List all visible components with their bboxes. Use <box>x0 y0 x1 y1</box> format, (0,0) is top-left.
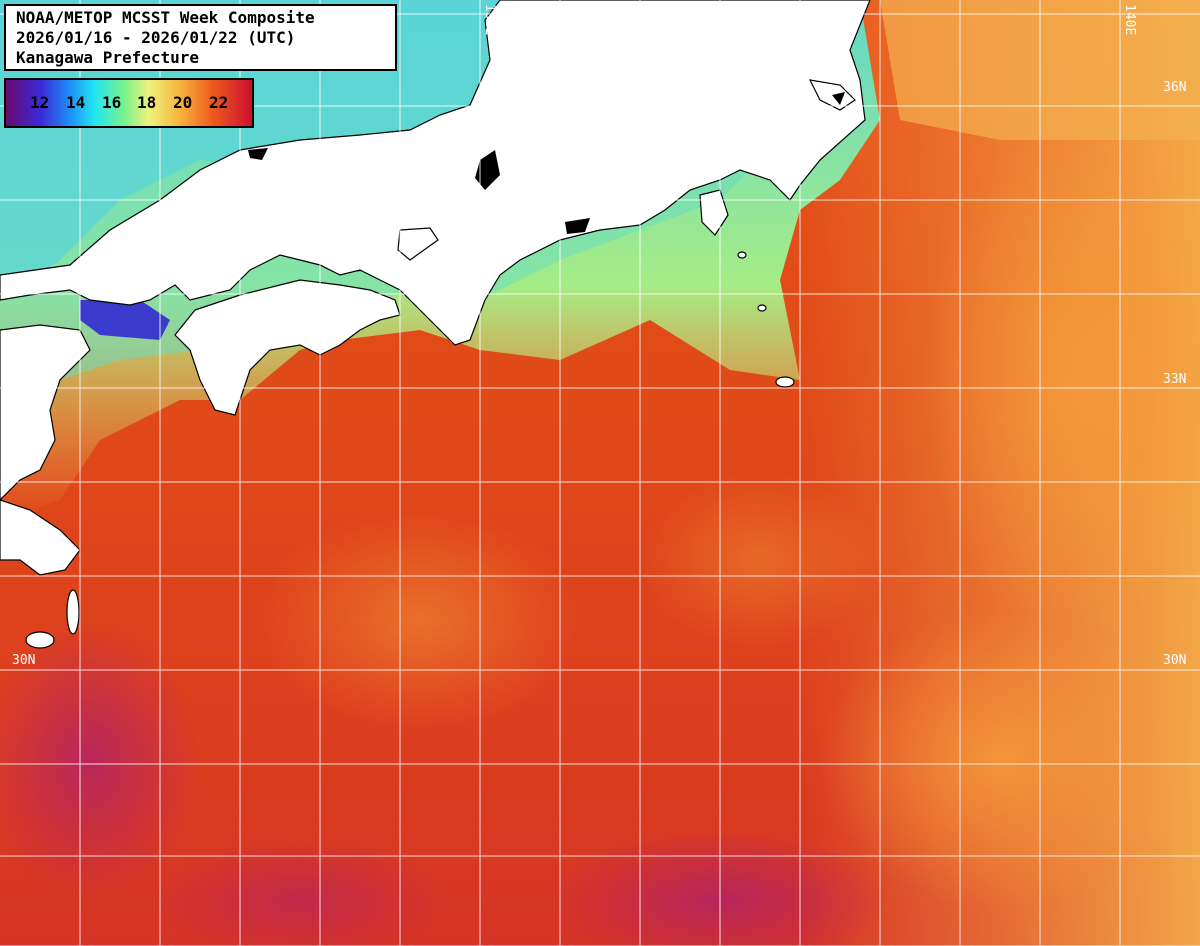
colorbar-tick: 20 <box>173 93 193 112</box>
colorbar-tick: 18 <box>137 93 157 112</box>
title-box: NOAA/METOP MCSST Week Composite 2026/01/… <box>4 4 397 71</box>
lat-label-30n-left: 30N <box>12 653 36 668</box>
land <box>0 0 871 649</box>
lat-label-33n-right: 33N <box>1163 372 1187 387</box>
title-line-product: NOAA/METOP MCSST Week Composite <box>16 8 315 27</box>
colorbar-tick: 14 <box>66 93 86 112</box>
lon-label-140e: 140E <box>1122 4 1137 36</box>
colorbar-tick: 12 <box>30 93 50 112</box>
lat-label-33-left: 33 <box>12 372 28 387</box>
colorbar-tick: 22 <box>209 93 229 112</box>
lat-label-36n: 36N <box>1163 80 1187 95</box>
colorbar-tick: 16 <box>102 93 122 112</box>
lat-label-30n-right: 30N <box>1163 653 1187 668</box>
temperature-colorbar: 12 14 16 18 20 22 <box>4 78 254 128</box>
lon-label-136e: 136E <box>482 4 497 36</box>
title-line-dates: 2026/01/16 - 2026/01/22 (UTC) <box>16 28 296 47</box>
title-line-region: Kanagawa Prefecture <box>16 48 200 67</box>
